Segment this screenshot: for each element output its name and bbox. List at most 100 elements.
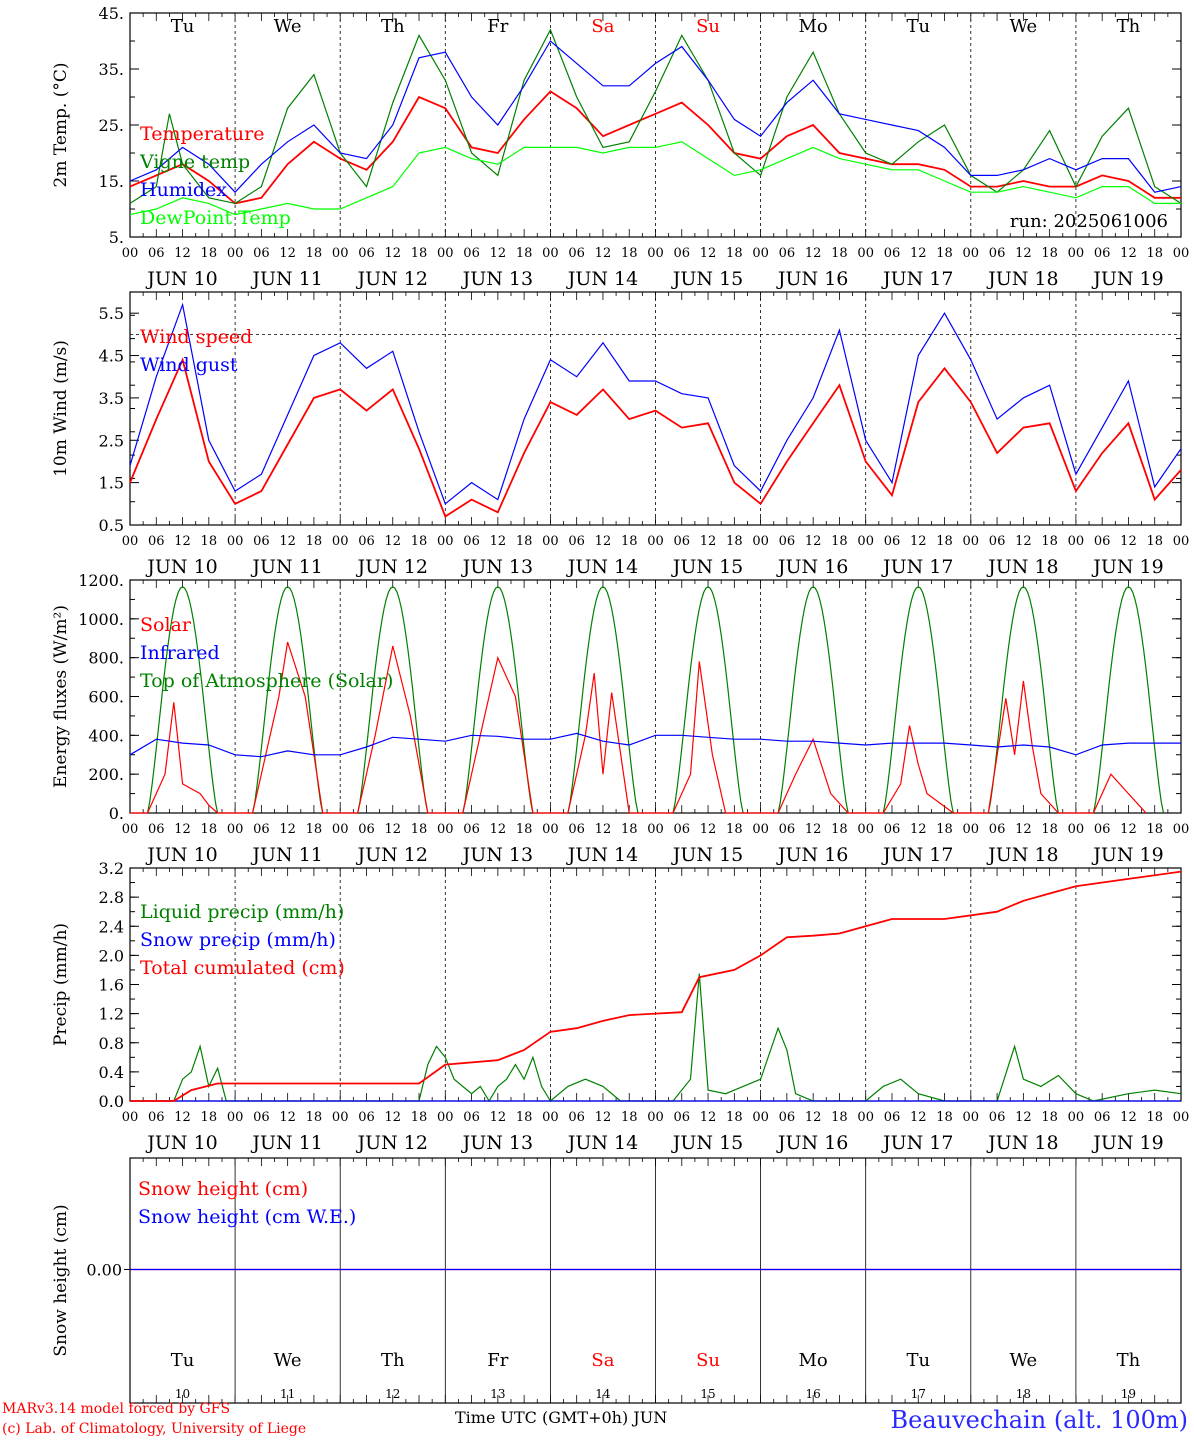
hour-tick-label: 12 xyxy=(805,534,822,549)
hour-tick-label: 12 xyxy=(279,1110,296,1125)
hour-tick-label: 18 xyxy=(201,822,218,837)
hour-tick-label: 18 xyxy=(201,1110,218,1125)
date-label: JUN 12 xyxy=(356,844,428,866)
hour-tick-label: 12 xyxy=(279,822,296,837)
y-tick-label: 5.5 xyxy=(99,304,124,323)
hour-tick-label: 18 xyxy=(201,534,218,549)
hour-tick-label: 06 xyxy=(779,534,796,549)
hour-tick-label: 06 xyxy=(463,822,480,837)
hour-tick-label: 12 xyxy=(490,822,507,837)
hour-tick-label: 00 xyxy=(1173,246,1190,261)
hour-tick-label: 06 xyxy=(674,246,691,261)
day-name-label: Th xyxy=(1117,1350,1141,1371)
panel-5: 0.00 Snow height (cm) Snow height (cm) Snow… xyxy=(51,1157,1182,1404)
day-name-label: We xyxy=(1010,16,1038,37)
day-number-label: 15 xyxy=(700,1387,715,1401)
hour-tick-label: 06 xyxy=(1094,822,1111,837)
legend-entry: Top of Atmosphere (Solar) xyxy=(140,670,393,692)
legend-entry: DewPoint Temp xyxy=(140,207,291,229)
hour-tick-label: 18 xyxy=(306,1110,323,1125)
hour-tick-label: 12 xyxy=(384,822,401,837)
hour-tick-label: 06 xyxy=(253,1110,270,1125)
day-name-label: Th xyxy=(381,16,405,37)
hour-tick-label: 06 xyxy=(463,534,480,549)
toa-solar-curve xyxy=(672,586,744,814)
y-tick-label: 0.4 xyxy=(99,1063,124,1082)
date-label: JUN 18 xyxy=(986,844,1058,866)
hour-tick-label: 06 xyxy=(989,246,1006,261)
date-label: JUN 10 xyxy=(145,268,217,290)
hour-tick-label: 12 xyxy=(174,246,191,261)
y-axis-label: Precip (mm/h) xyxy=(51,923,71,1046)
hour-tick-label: 06 xyxy=(253,246,270,261)
date-label: JUN 15 xyxy=(671,268,743,290)
hour-tick-label: 18 xyxy=(621,246,638,261)
day-name-label: Mo xyxy=(799,16,828,37)
hour-tick-label: 00 xyxy=(1068,246,1085,261)
hour-tick-label: 12 xyxy=(490,1110,507,1125)
hour-tick-label: 00 xyxy=(122,534,139,549)
hour-tick-label: 06 xyxy=(674,534,691,549)
hour-tick-label: 12 xyxy=(279,534,296,549)
hour-tick-label: 00 xyxy=(1173,534,1190,549)
hour-tick-label: 00 xyxy=(1173,822,1190,837)
hour-tick-label: 06 xyxy=(884,1110,901,1125)
hour-tick-label: 12 xyxy=(595,246,612,261)
panel-4: 0.0 0.4 0.8 1.2 1.6 2.0 2.4 2.8 3.2 Precip (mm/h)… xyxy=(51,859,1189,1154)
day-name-label: Mo xyxy=(799,1350,828,1371)
legend-entry: Snow height (cm W.E.) xyxy=(138,1206,356,1228)
day-number-label: 13 xyxy=(490,1387,505,1401)
date-label: JUN 17 xyxy=(881,1132,953,1154)
hour-tick-label: 18 xyxy=(1041,822,1058,837)
hour-tick-label: 18 xyxy=(516,534,533,549)
legend-entry: Vigne temp xyxy=(139,151,250,173)
hour-tick-label: 18 xyxy=(621,822,638,837)
y-tick-label: 600. xyxy=(88,688,124,707)
hour-tick-label: 12 xyxy=(595,534,612,549)
legend-entry: Wind speed xyxy=(140,326,252,348)
hour-tick-label: 18 xyxy=(726,246,743,261)
hour-tick-label: 18 xyxy=(1146,534,1163,549)
hour-tick-label: 18 xyxy=(516,1110,533,1125)
hour-tick-label: 00 xyxy=(1068,534,1085,549)
hour-tick-label: 00 xyxy=(542,246,559,261)
hour-tick-label: 12 xyxy=(910,246,927,261)
y-tick-label: 1200. xyxy=(78,571,124,590)
hour-tick-label: 18 xyxy=(306,822,323,837)
hour-tick-label: 12 xyxy=(700,246,717,261)
hour-tick-label: 12 xyxy=(805,246,822,261)
y-tick-label: 1.5 xyxy=(99,474,124,493)
hour-tick-label: 06 xyxy=(779,1110,796,1125)
hour-tick-label: 00 xyxy=(752,1110,769,1125)
hour-tick-label: 06 xyxy=(148,246,165,261)
hour-tick-label: 06 xyxy=(253,822,270,837)
hour-tick-label: 00 xyxy=(437,1110,454,1125)
date-label: JUN 13 xyxy=(461,1132,533,1154)
y-tick-label: 400. xyxy=(88,726,124,745)
hour-tick-label: 00 xyxy=(437,246,454,261)
hour-tick-label: 12 xyxy=(910,822,927,837)
date-label: JUN 18 xyxy=(986,1132,1058,1154)
y-tick-label: 2.5 xyxy=(99,431,124,450)
hour-tick-label: 12 xyxy=(1015,246,1032,261)
panel-3: 0. 200. 400. 600. 800. 1000. 1200. Energy fluxe… xyxy=(51,571,1189,866)
date-label: JUN 11 xyxy=(250,844,322,866)
hour-tick-label: 00 xyxy=(542,822,559,837)
hour-tick-label: 06 xyxy=(568,534,585,549)
hour-tick-label: 18 xyxy=(1146,822,1163,837)
hour-tick-label: 00 xyxy=(437,534,454,549)
hour-tick-label: 18 xyxy=(936,822,953,837)
date-label: JUN 18 xyxy=(986,556,1058,578)
day-name-label: Fr xyxy=(487,16,508,37)
day-number-label: 16 xyxy=(806,1387,821,1401)
legend-entry: Snow height (cm) xyxy=(138,1178,308,1200)
legend-entry: Wind gust xyxy=(140,354,238,376)
series-line xyxy=(130,870,1182,1102)
y-tick-label: 1.2 xyxy=(99,1005,124,1024)
hour-tick-label: 06 xyxy=(989,1110,1006,1125)
hour-tick-label: 06 xyxy=(674,822,691,837)
toa-solar-curve xyxy=(987,586,1059,814)
hour-tick-label: 00 xyxy=(332,1110,349,1125)
y-tick-label: 2.4 xyxy=(99,917,124,936)
